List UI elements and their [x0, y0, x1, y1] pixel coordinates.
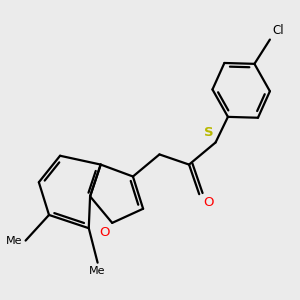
Text: S: S	[204, 126, 213, 139]
Text: Me: Me	[6, 236, 22, 246]
Text: O: O	[204, 196, 214, 209]
Text: O: O	[100, 226, 110, 239]
Text: Cl: Cl	[272, 24, 284, 37]
Text: Me: Me	[89, 266, 106, 276]
